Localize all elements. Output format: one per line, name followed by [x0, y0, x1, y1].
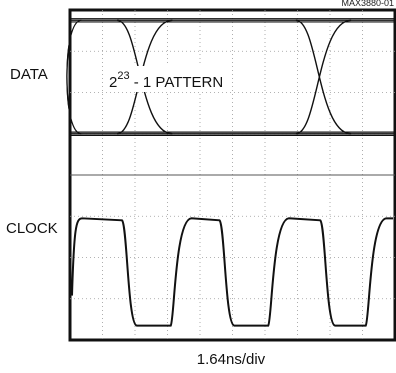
data-falling-edge — [295, 19, 352, 135]
figure-reference: MAX3880-01 — [341, 0, 394, 8]
clock-waveform — [71, 217, 393, 327]
annotation-background — [106, 66, 232, 92]
clock-trace — [71, 217, 393, 327]
annotation-exponent: 23 — [117, 70, 129, 82]
data-eye-trace — [66, 18, 395, 136]
x-axis-scale-label: 1.64ns/div — [197, 351, 266, 368]
annotation-text: - 1 PATTERN — [130, 74, 224, 91]
annotation-base: 2 — [109, 74, 117, 91]
data-rising-edge — [295, 19, 352, 135]
pattern-annotation: 223 - 1 PATTERN — [109, 70, 223, 91]
clock-channel-label: CLOCK — [6, 220, 58, 237]
data-rising-edge — [66, 19, 82, 114]
graticule — [70, 10, 395, 340]
data-channel-label: DATA — [10, 66, 48, 83]
